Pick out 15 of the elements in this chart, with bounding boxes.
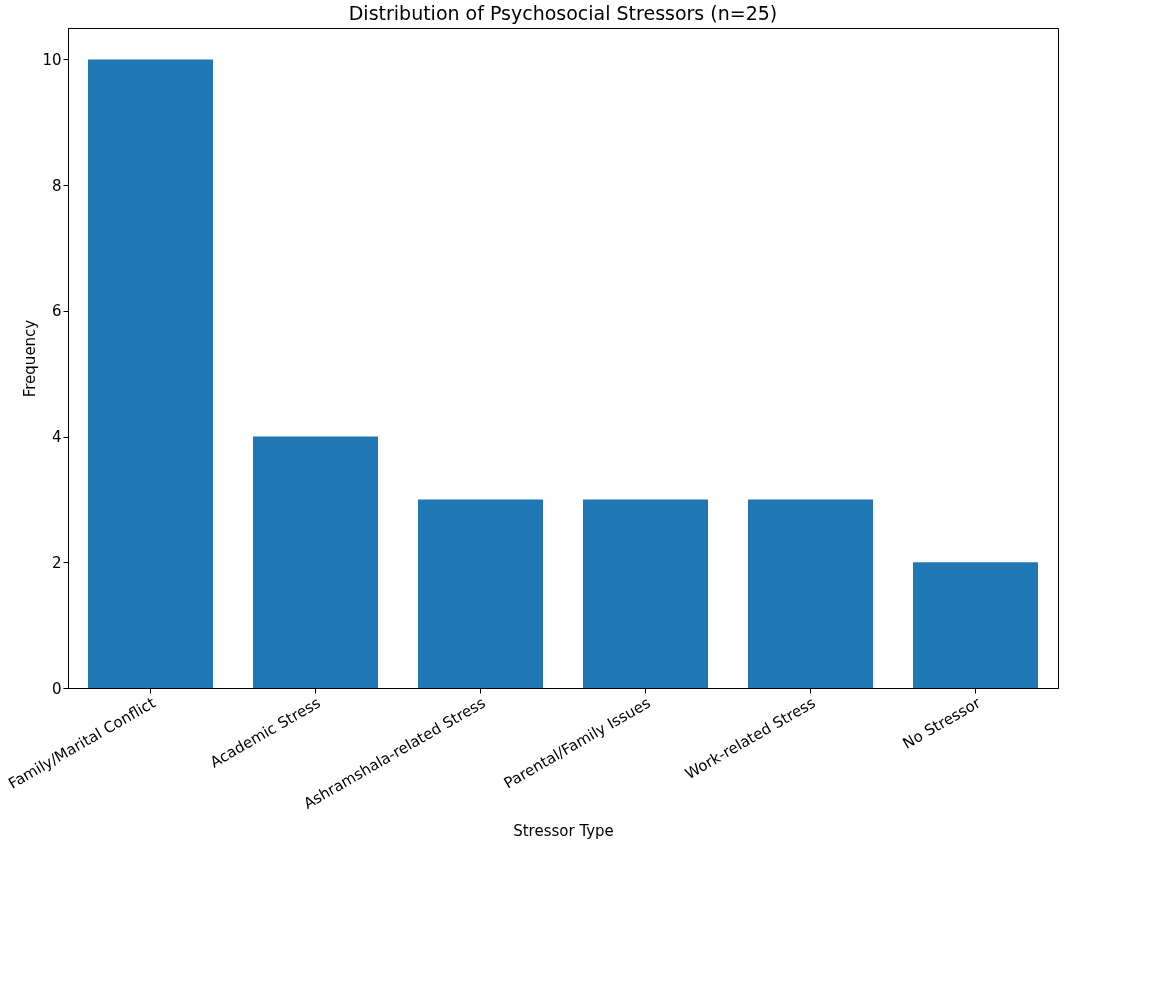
bar bbox=[748, 499, 873, 688]
chart-title: Distribution of Psychosocial Stressors (n=25) bbox=[348, 2, 778, 24]
bar bbox=[88, 59, 213, 688]
x-axis-title: Stressor Type bbox=[513, 821, 614, 840]
y-tick-label: 6 bbox=[51, 302, 62, 321]
bar bbox=[913, 562, 1038, 688]
y-axis-title: Frequency bbox=[21, 319, 40, 398]
y-tick-label: 4 bbox=[51, 428, 62, 447]
y-tick-label: 0 bbox=[51, 679, 62, 698]
bar bbox=[418, 499, 543, 688]
y-tick-label: 2 bbox=[51, 553, 62, 572]
y-tick-label: 10 bbox=[42, 50, 62, 69]
y-tick-label: 8 bbox=[51, 176, 62, 195]
bar bbox=[253, 436, 378, 688]
bar bbox=[583, 499, 708, 688]
